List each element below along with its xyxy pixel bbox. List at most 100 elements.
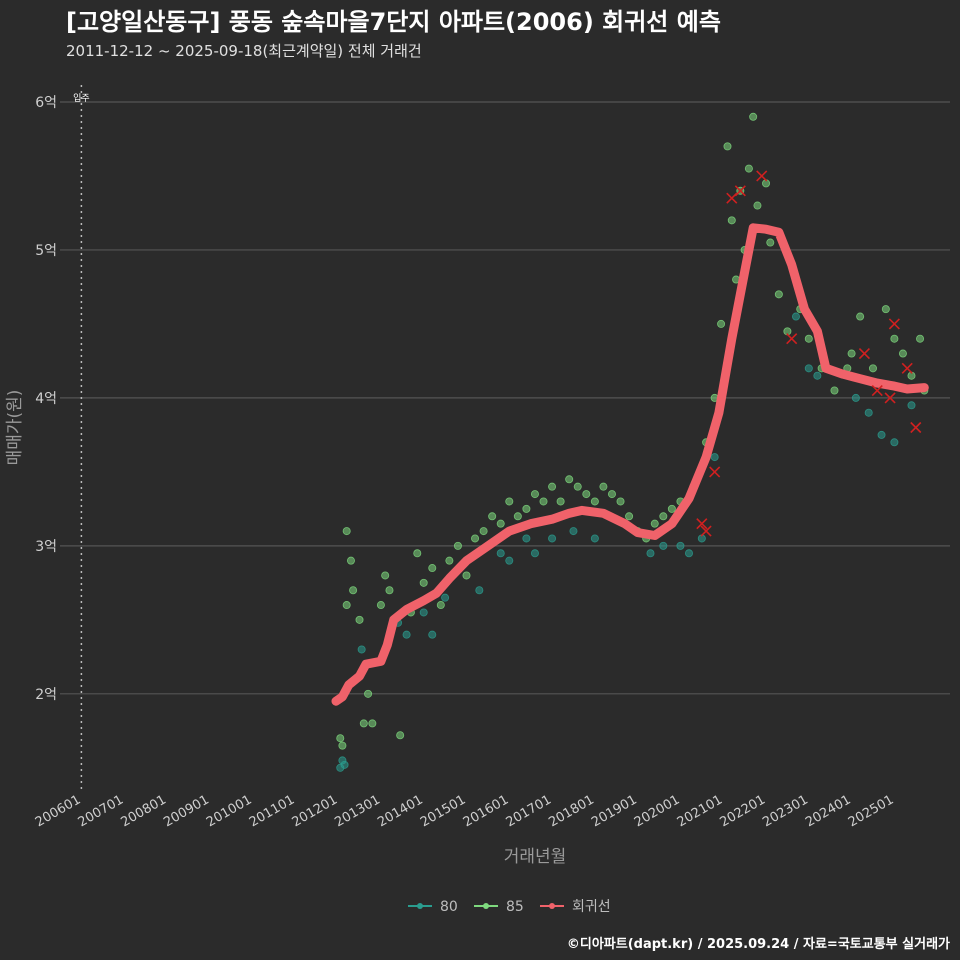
scatter-point-85 <box>804 334 813 343</box>
scatter-point-85 <box>355 615 364 624</box>
grid-layer <box>60 101 950 695</box>
scatter-point-80 <box>357 645 366 654</box>
points-layer <box>336 112 929 772</box>
scatter-point-85 <box>774 290 783 299</box>
scatter-point-85 <box>650 519 659 528</box>
scatter-point-80 <box>505 556 514 565</box>
x-tick-label: 202301 <box>760 792 810 830</box>
legend-label: 80 <box>440 899 458 915</box>
legend-label: 85 <box>506 899 524 915</box>
scatter-point-80 <box>804 364 813 373</box>
scatter-point-85 <box>505 497 514 506</box>
scatter-point-85 <box>342 601 351 610</box>
scatter-point-85 <box>368 719 377 728</box>
scatter-point-85 <box>616 497 625 506</box>
scatter-point-80 <box>340 760 349 769</box>
scatter-point-85 <box>856 312 865 321</box>
scatter-point-80 <box>676 541 685 550</box>
scatter-point-85 <box>479 527 488 536</box>
cancelled-marker <box>901 362 913 374</box>
cancelled-marker-stroke <box>901 362 913 374</box>
cancelled-marker <box>734 185 746 197</box>
x-tick-label: 201901 <box>589 792 639 830</box>
scatter-point-80 <box>522 534 531 543</box>
legend-key-dot <box>483 903 489 909</box>
scatter-point-85 <box>513 512 522 521</box>
cancelled-marker <box>888 318 900 330</box>
cancel-layer <box>696 170 922 537</box>
scatter-point-85 <box>349 586 358 595</box>
x-tick-label: 200801 <box>118 792 168 830</box>
legend-key-dot <box>549 903 555 909</box>
scatter-point-85 <box>590 497 599 506</box>
scatter-point-85 <box>453 541 462 550</box>
scatter-point-85 <box>428 564 437 573</box>
scatter-point-85 <box>744 164 753 173</box>
regression-line <box>331 223 929 706</box>
scatter-point-85 <box>582 490 591 499</box>
source-caption: ©디아파트(dapt.kr) / 2025.09.24 / 자료=국토교통부 실… <box>566 937 950 952</box>
x-tick-label: 201501 <box>418 792 468 830</box>
scatter-point-85 <box>385 586 394 595</box>
cancelled-marker-stroke <box>888 318 900 330</box>
scatter-point-85 <box>488 512 497 521</box>
y-tick-label: 6억 <box>35 95 57 111</box>
scatter-point-85 <box>445 556 454 565</box>
chart-title: [고양일산동구] 풍동 숲속마을7단지 아파트(2006) 회귀선 예측 <box>66 8 721 36</box>
cancelled-marker <box>726 192 738 204</box>
scatter-point-80 <box>428 630 437 639</box>
cancelled-marker <box>756 170 768 182</box>
scatter-point-85 <box>830 386 839 395</box>
scatter-point-85 <box>496 519 505 528</box>
scatter-point-80 <box>851 393 860 402</box>
cancelled-marker-stroke <box>709 466 721 478</box>
scatter-point-80 <box>530 549 539 558</box>
scatter-point-85 <box>916 334 925 343</box>
x-tick-label: 200901 <box>161 792 211 830</box>
scatter-point-80 <box>864 408 873 417</box>
scatter-point-85 <box>376 601 385 610</box>
scatter-point-80 <box>402 630 411 639</box>
scatter-point-85 <box>336 734 345 743</box>
legend-key-dot <box>417 903 423 909</box>
cancelled-marker <box>696 518 708 530</box>
scatter-point-85 <box>530 490 539 499</box>
scatter-point-80 <box>813 371 822 380</box>
legend-layer: 80 85 회귀선 <box>408 899 611 915</box>
cancelled-marker-stroke <box>871 384 883 397</box>
cancelled-marker <box>786 333 798 345</box>
cancelled-marker-stroke <box>884 392 896 404</box>
x-tick-label: 201401 <box>375 792 425 830</box>
cancelled-marker <box>910 421 922 434</box>
cancelled-marker-stroke <box>858 347 870 360</box>
scatter-point-85 <box>868 364 877 373</box>
cancelled-marker-stroke <box>734 185 746 197</box>
scatter-point-80 <box>791 312 800 321</box>
scatter-point-80 <box>475 586 484 595</box>
x-tick-label: 201201 <box>290 792 340 830</box>
scatter-point-85 <box>462 571 471 580</box>
scatter-point-85 <box>723 142 732 151</box>
scatter-point-85 <box>556 497 565 506</box>
cancelled-marker <box>871 384 883 397</box>
scatter-point-85 <box>667 504 676 513</box>
cancelled-marker-stroke <box>726 192 738 204</box>
scatter-point-85 <box>471 534 480 543</box>
x-tick-label: 201601 <box>461 792 511 830</box>
x-tick-label: 201801 <box>546 792 596 830</box>
scatter-point-85 <box>890 334 899 343</box>
scatter-point-80 <box>419 608 428 617</box>
scatter-point-85 <box>565 475 574 484</box>
scatter-point-85 <box>898 349 907 358</box>
scatter-point-80 <box>710 453 719 462</box>
scatter-point-80 <box>907 401 916 410</box>
scatter-point-85 <box>346 556 355 565</box>
x-tick-label: 201001 <box>204 792 254 830</box>
move-in-label: 입주 <box>73 92 90 104</box>
scatter-point-80 <box>441 593 450 602</box>
scatter-point-85 <box>717 319 726 328</box>
x-tick-label: 202201 <box>718 792 768 830</box>
scatter-point-85 <box>599 482 608 491</box>
scatter-point-85 <box>381 571 390 580</box>
